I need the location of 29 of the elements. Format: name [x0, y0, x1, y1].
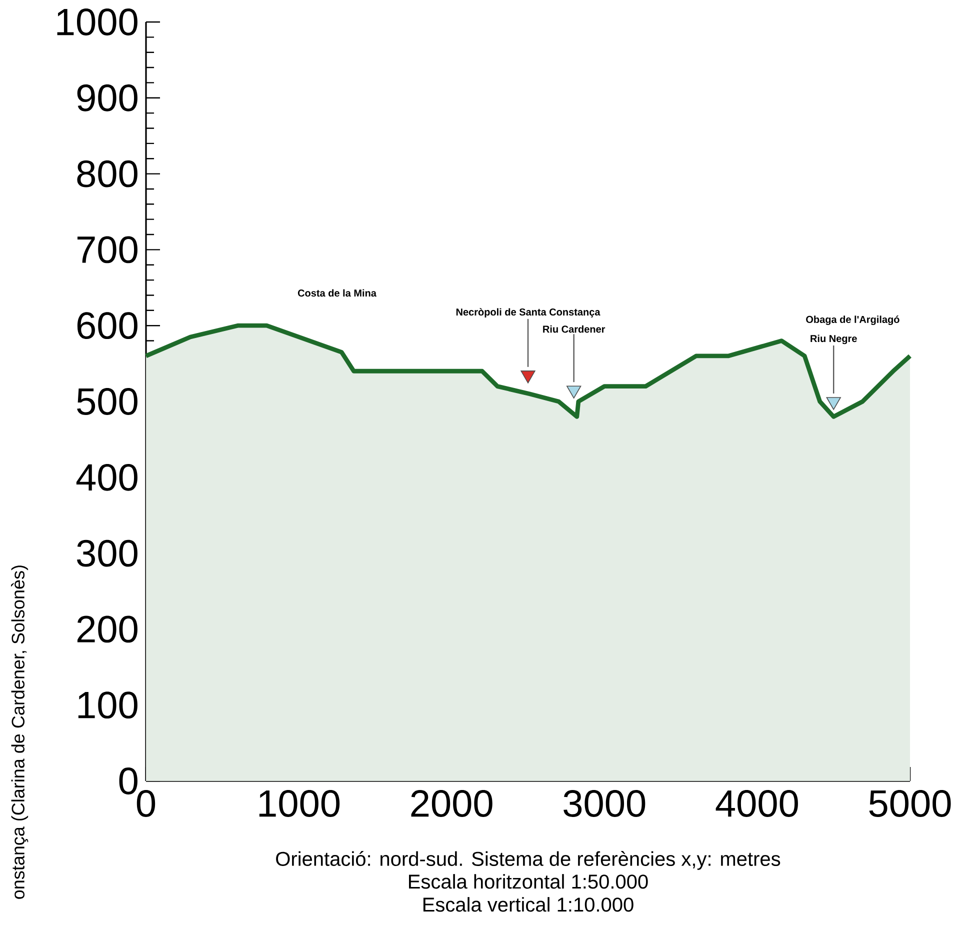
y-tick-label: 800	[77, 160, 138, 188]
text: Orientació: nord-sud. Sistema de referències x,y: metres	[276, 851, 780, 870]
y-tick-label: 900	[77, 84, 138, 112]
y-tick-label: 600	[77, 312, 138, 340]
text: Escala horitzontal 1:50.000	[409, 874, 648, 889]
point	[826, 397, 841, 410]
y-tick-label: 400	[76, 464, 138, 491]
x-tick-label: 3000	[564, 790, 646, 817]
x-tick-label: 0	[136, 790, 156, 817]
y-tick-label: 1000	[57, 8, 138, 36]
annotation: Riu Negre	[810, 334, 857, 344]
point	[520, 370, 536, 384]
x-tick-label: 5000	[869, 790, 951, 817]
x-tick-label: 2000	[411, 790, 492, 817]
y-tick-label: 200	[77, 616, 138, 643]
y-tick-label: 100	[78, 692, 138, 719]
y-tick-label: 0	[119, 768, 138, 794]
x-tick-label: 1000	[259, 790, 340, 817]
y-tick-label: 700	[77, 236, 138, 264]
annotation: Costa de la Mina	[298, 289, 377, 297]
annotation: Riu Cardener	[543, 325, 606, 333]
annotation: Necròpoli de Santa Constança	[456, 308, 600, 318]
point	[566, 386, 582, 399]
x-tick-label: 4000	[716, 790, 798, 817]
y-tick-label: 300	[76, 540, 138, 567]
y-tick-label: 500	[77, 388, 138, 415]
annotation: Obaga de l'Argilagó	[806, 316, 900, 326]
text: Escala vertical 1:10.000	[423, 897, 634, 912]
y-axis-title: onstança (Clarina de Cardener, Solsonès)	[11, 566, 28, 899]
